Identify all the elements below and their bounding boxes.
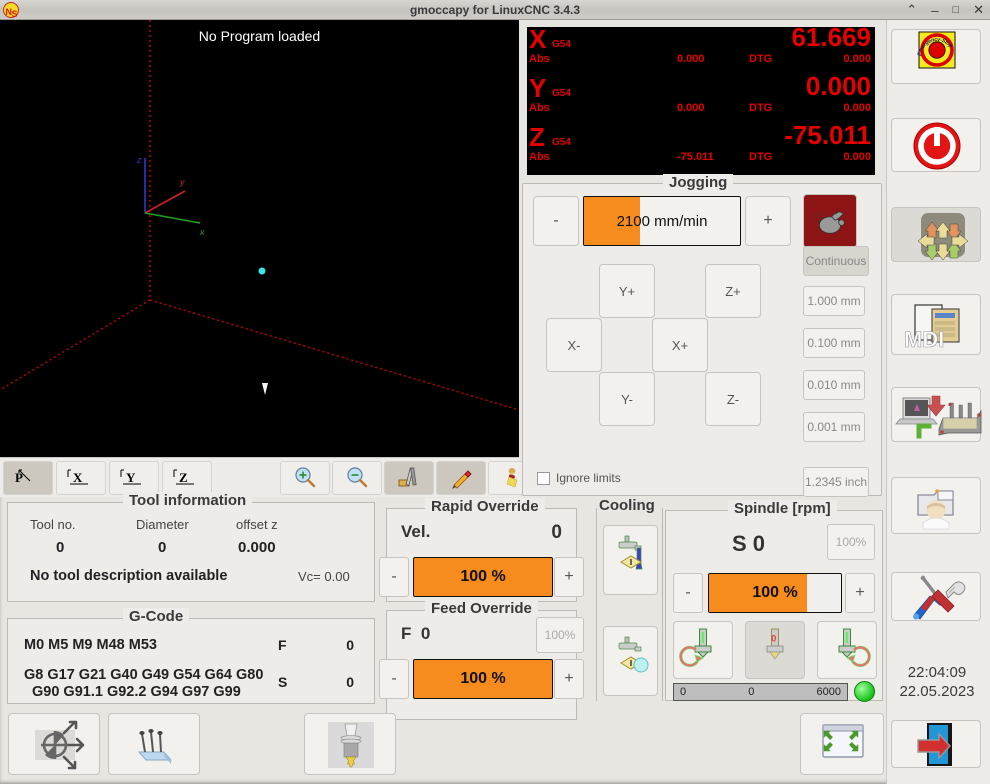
svg-text:x: x — [199, 227, 205, 237]
svg-text:0: 0 — [771, 634, 776, 644]
svg-text:Z: Z — [179, 470, 188, 485]
svg-text:z: z — [136, 155, 142, 165]
svg-text:X: X — [73, 470, 83, 485]
svg-text:y: y — [179, 177, 185, 187]
svg-text:Y: Y — [126, 470, 136, 485]
svg-text:MDI: MDI — [904, 327, 944, 352]
